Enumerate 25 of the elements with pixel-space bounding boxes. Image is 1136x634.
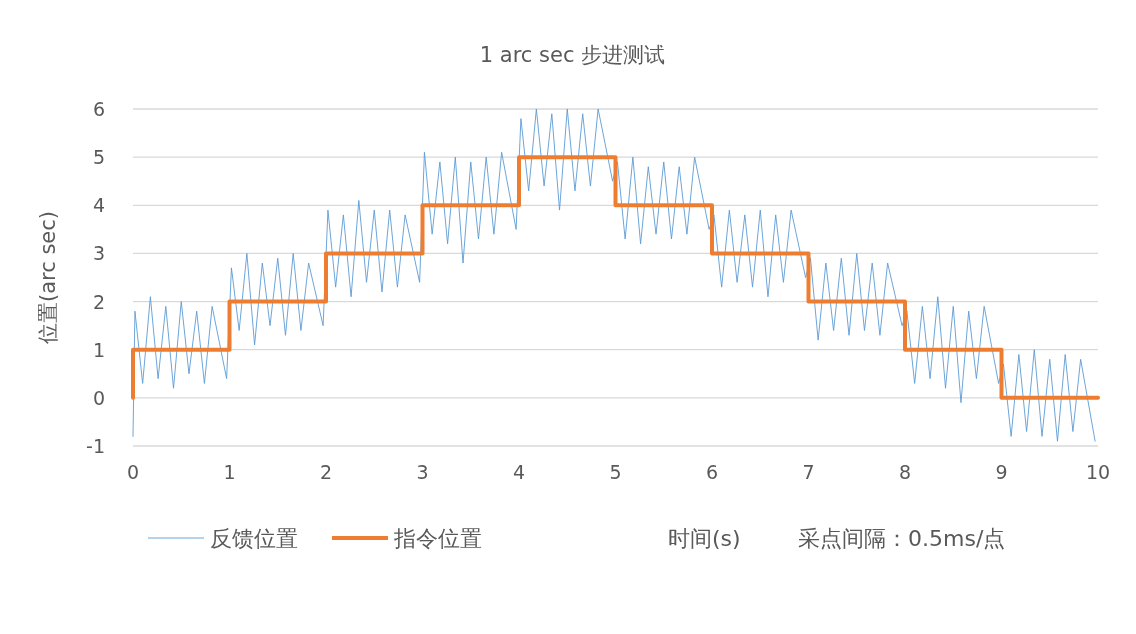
x-tick-label: 1 xyxy=(223,461,236,483)
x-tick-label: 4 xyxy=(512,461,526,483)
x-tick-label: 5 xyxy=(609,461,622,483)
x-tick-label: 10 xyxy=(1085,461,1111,483)
x-axis-title: 时间(s) xyxy=(668,526,741,551)
y-tick-label: 2 xyxy=(92,290,105,313)
y-tick-label: 6 xyxy=(92,98,105,120)
y-axis-title: 位置(arc sec) xyxy=(36,210,60,345)
x-tick-label: 3 xyxy=(416,461,429,483)
y-tick-label: 4 xyxy=(92,194,105,217)
y-tick-label: -1 xyxy=(86,435,105,457)
x-tick-label: 7 xyxy=(802,461,815,483)
x-tick-label: 9 xyxy=(995,461,1008,483)
chart-title: 1 arc sec 步进测试 xyxy=(479,43,666,67)
x-tick-label: 8 xyxy=(898,461,912,483)
y-tick-label: 0 xyxy=(92,386,105,409)
x-tick-label: 2 xyxy=(319,461,333,483)
legend-label: 反馈位置 xyxy=(210,526,298,551)
x-tick-label: 6 xyxy=(705,461,719,483)
legend-label: 指令位置 xyxy=(393,526,482,551)
y-tick-label: 1 xyxy=(92,338,105,361)
y-tick-label: 3 xyxy=(92,242,105,265)
y-tick-label: 5 xyxy=(92,146,105,169)
text: 采点间隔：0.5ms/点 xyxy=(798,526,1006,551)
x-tick-label: 0 xyxy=(126,461,140,483)
